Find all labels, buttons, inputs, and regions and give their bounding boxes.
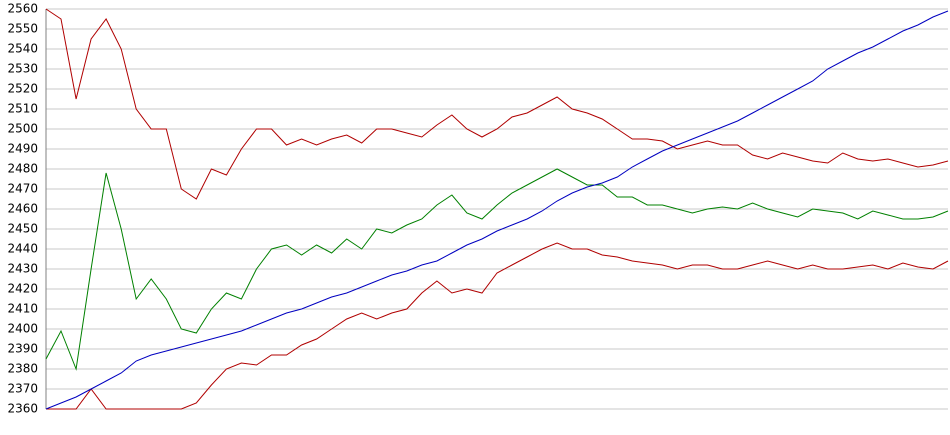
y-tick-label: 2400	[7, 322, 38, 336]
y-tick-label: 2450	[7, 222, 38, 236]
y-tick-label: 2540	[7, 42, 38, 56]
y-tick-label: 2390	[7, 342, 38, 356]
y-tick-label: 2550	[7, 22, 38, 36]
series-line	[45, 168, 949, 371]
y-tick-label: 2420	[7, 282, 38, 296]
y-tick-label: 2440	[7, 242, 38, 256]
series-line	[45, 8, 949, 200]
y-tick-label: 2520	[7, 82, 38, 96]
series-line	[45, 10, 949, 410]
y-tick-label: 2530	[7, 62, 38, 76]
y-tick-label: 2380	[7, 362, 38, 376]
y-tick-label: 2510	[7, 102, 38, 116]
y-tick-label: 2430	[7, 262, 38, 276]
y-tick-label: 2560	[7, 2, 38, 16]
y-tick-label: 2360	[7, 402, 38, 416]
y-tick-label: 2460	[7, 202, 38, 216]
series-line	[46, 242, 949, 410]
y-tick-label: 2370	[7, 382, 38, 396]
y-tick-label: 2470	[7, 182, 38, 196]
y-tick-label: 2500	[7, 122, 38, 136]
y-tick-label: 2410	[7, 302, 38, 316]
y-tick-label: 2490	[7, 142, 38, 156]
y-tick-label: 2480	[7, 162, 38, 176]
